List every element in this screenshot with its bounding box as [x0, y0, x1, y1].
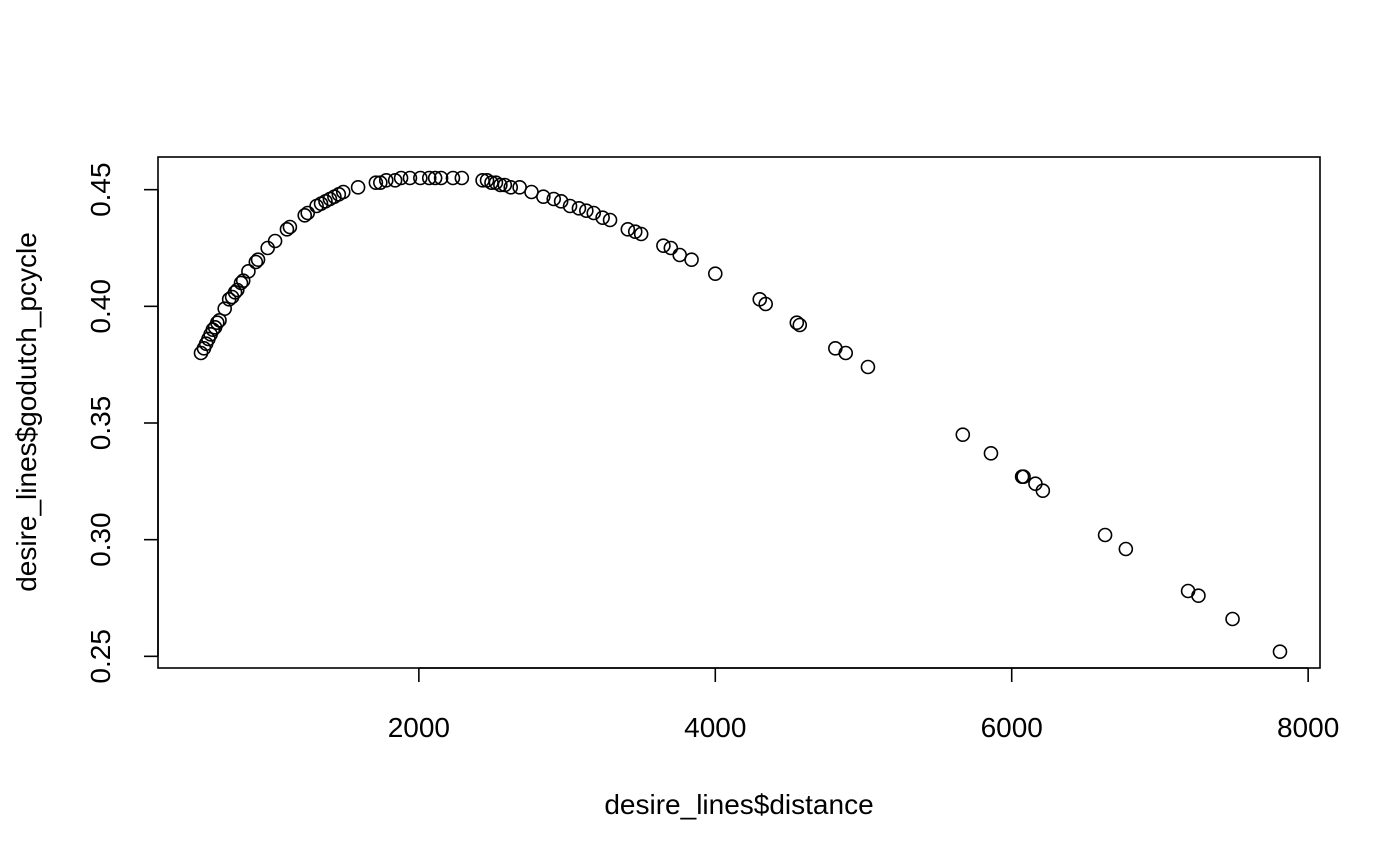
- data-point: [212, 313, 227, 328]
- data-point: [421, 170, 437, 186]
- x-axis-label: desire_lines$distance: [604, 789, 873, 820]
- data-point: [955, 427, 971, 442]
- data-point: [553, 194, 569, 209]
- data-point: [562, 198, 578, 214]
- data-point: [454, 170, 470, 186]
- data-point: [707, 266, 723, 281]
- data-point: [860, 359, 876, 375]
- data-point: [248, 254, 264, 270]
- data-point: [413, 170, 428, 186]
- data-point: [633, 226, 649, 242]
- data-point: [1118, 541, 1134, 557]
- data-point: [233, 275, 249, 291]
- y-tick-label: 0.40: [85, 279, 116, 334]
- data-point: [250, 252, 266, 267]
- data-point: [402, 170, 418, 186]
- data-point: [758, 296, 773, 312]
- y-tick-label: 0.35: [85, 396, 116, 451]
- data-point: [267, 233, 283, 249]
- data-point: [300, 205, 316, 221]
- data-point: [1225, 611, 1240, 627]
- data-point: [602, 212, 618, 228]
- data-point: [493, 177, 508, 193]
- data-point: [586, 205, 602, 221]
- data-point: [378, 173, 394, 188]
- data-point: [663, 240, 679, 256]
- data-point: [433, 170, 449, 186]
- y-tick-label: 0.25: [85, 629, 116, 684]
- data-point: [209, 315, 225, 330]
- data-point: [217, 301, 232, 316]
- x-axis: 2000 4000 6000 8000: [388, 667, 1339, 743]
- data-point: [1035, 483, 1051, 498]
- y-axis: 0.25 0.30 0.35 0.40 0.45: [85, 162, 159, 684]
- data-point: [579, 203, 594, 218]
- data-point: [393, 170, 409, 186]
- data-point: [279, 222, 295, 237]
- data-point: [620, 222, 636, 237]
- data-point: [503, 180, 519, 195]
- data-point: [335, 184, 351, 200]
- data-point: [983, 446, 999, 461]
- x-tick-label: 4000: [684, 712, 746, 743]
- data-point: [350, 180, 366, 195]
- x-tick-label: 6000: [981, 712, 1043, 743]
- data-point: [445, 170, 461, 186]
- y-tick-label: 0.30: [85, 512, 116, 567]
- data-point: [546, 191, 562, 207]
- data-point: [1191, 588, 1206, 603]
- data-point: [427, 170, 443, 186]
- data-point: [792, 317, 808, 333]
- data-point: [789, 315, 805, 330]
- data-point: [297, 208, 313, 223]
- data-point: [368, 175, 384, 190]
- data-point: [241, 264, 256, 279]
- data-point: [656, 238, 671, 253]
- x-tick-label: 2000: [388, 712, 450, 743]
- x-tick-label: 8000: [1277, 712, 1339, 743]
- y-tick-label: 0.45: [85, 162, 116, 217]
- data-point: [595, 210, 610, 225]
- data-point: [838, 345, 854, 361]
- data-point: [684, 252, 699, 267]
- data-point: [1016, 469, 1031, 484]
- data-point: [571, 201, 587, 216]
- data-point: [282, 219, 298, 235]
- data-point: [536, 189, 551, 204]
- data-points: [193, 170, 1288, 659]
- y-axis-label: desire_lines$godutch_pcycle: [11, 232, 42, 592]
- data-point: [1097, 527, 1113, 543]
- data-point: [1272, 644, 1288, 659]
